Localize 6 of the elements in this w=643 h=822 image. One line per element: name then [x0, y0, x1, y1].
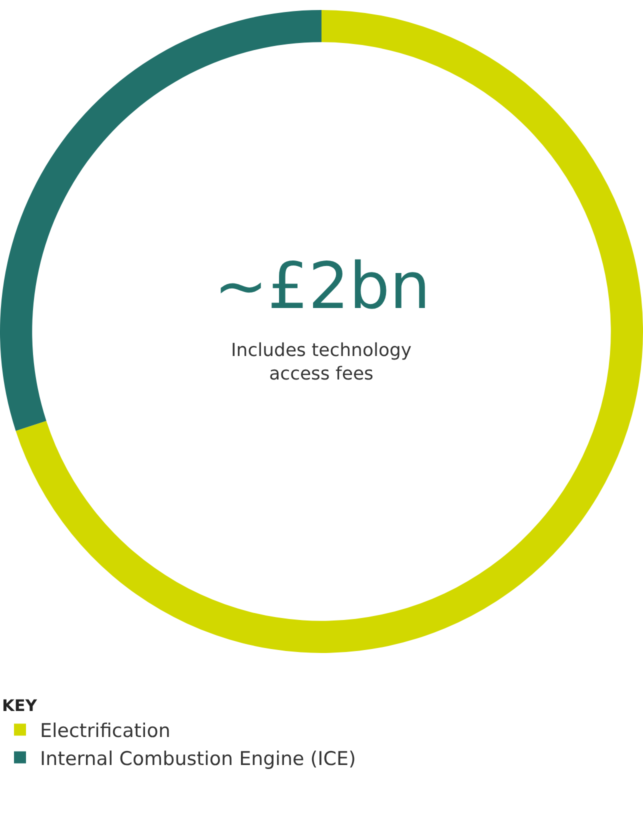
text: Includes technology access fees — [231, 340, 412, 384]
donut-slice — [16, 10, 643, 653]
legend-label: Electrification — [40, 720, 170, 742]
legend-label: Internal Combustion Engine (ICE) — [40, 748, 356, 770]
legend-title: KEY — [2, 696, 38, 715]
text: ~£2bn — [214, 250, 430, 324]
